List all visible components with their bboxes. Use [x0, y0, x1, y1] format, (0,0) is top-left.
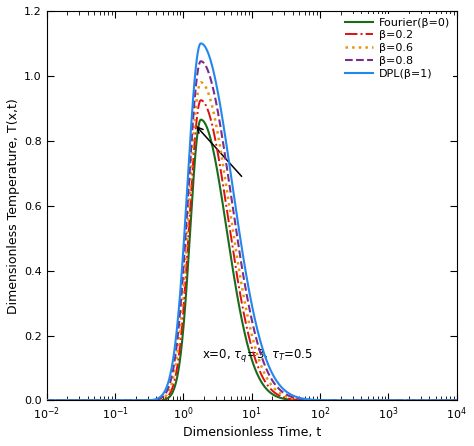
β=0.6 — [198, 80, 204, 85]
β=0.2 — [198, 98, 204, 103]
DPL(β=1) — [219, 112, 225, 118]
Fourier(β=0) — [115, 398, 121, 403]
β=0.8 — [402, 398, 408, 403]
β=0.6 — [402, 398, 408, 403]
β=0.6 — [219, 154, 225, 160]
β=0.8 — [198, 58, 204, 64]
Line: β=0.8: β=0.8 — [47, 61, 456, 401]
DPL(β=1) — [454, 398, 459, 403]
β=0.6 — [454, 398, 459, 403]
β=0.8 — [44, 398, 50, 403]
β=0.2 — [454, 398, 459, 403]
β=0.6 — [115, 398, 121, 403]
Line: β=0.2: β=0.2 — [47, 100, 456, 401]
β=0.8 — [219, 132, 225, 137]
DPL(β=1) — [446, 398, 452, 403]
β=0.8 — [115, 398, 121, 403]
β=0.8 — [454, 398, 459, 403]
Line: β=0.6: β=0.6 — [47, 83, 456, 401]
β=0.2 — [91, 398, 96, 403]
β=0.2 — [201, 99, 207, 105]
Fourier(β=0) — [402, 398, 408, 403]
DPL(β=1) — [115, 398, 121, 403]
Fourier(β=0) — [44, 398, 50, 403]
Text: x=0, $\tau_q$=3, $\tau_T$=0.5: x=0, $\tau_q$=3, $\tau_T$=0.5 — [202, 347, 314, 364]
Fourier(β=0) — [219, 195, 225, 201]
Fourier(β=0) — [446, 398, 452, 403]
DPL(β=1) — [44, 398, 50, 403]
β=0.2 — [115, 398, 121, 403]
β=0.6 — [91, 398, 96, 403]
Fourier(β=0) — [454, 398, 459, 403]
Line: Fourier(β=0): Fourier(β=0) — [47, 120, 456, 401]
β=0.8 — [201, 61, 207, 66]
DPL(β=1) — [201, 43, 207, 48]
Line: DPL(β=1): DPL(β=1) — [47, 43, 456, 401]
X-axis label: Dimensionless Time, t: Dimensionless Time, t — [182, 426, 321, 439]
β=0.8 — [91, 398, 96, 403]
DPL(β=1) — [402, 398, 408, 403]
β=0.8 — [446, 398, 452, 403]
Legend: Fourier(β=0), β=0.2, β=0.6, β=0.8, DPL(β=1): Fourier(β=0), β=0.2, β=0.6, β=0.8, DPL(β… — [342, 14, 453, 82]
β=0.2 — [446, 398, 452, 403]
Y-axis label: Dimensionless Temperature, T(x,t): Dimensionless Temperature, T(x,t) — [7, 98, 20, 314]
β=0.2 — [219, 174, 225, 180]
DPL(β=1) — [198, 41, 204, 46]
Fourier(β=0) — [91, 398, 96, 403]
Fourier(β=0) — [201, 119, 207, 124]
Fourier(β=0) — [198, 117, 204, 122]
β=0.6 — [44, 398, 50, 403]
DPL(β=1) — [91, 398, 96, 403]
β=0.6 — [446, 398, 452, 403]
β=0.2 — [44, 398, 50, 403]
β=0.6 — [201, 82, 207, 87]
β=0.2 — [402, 398, 408, 403]
